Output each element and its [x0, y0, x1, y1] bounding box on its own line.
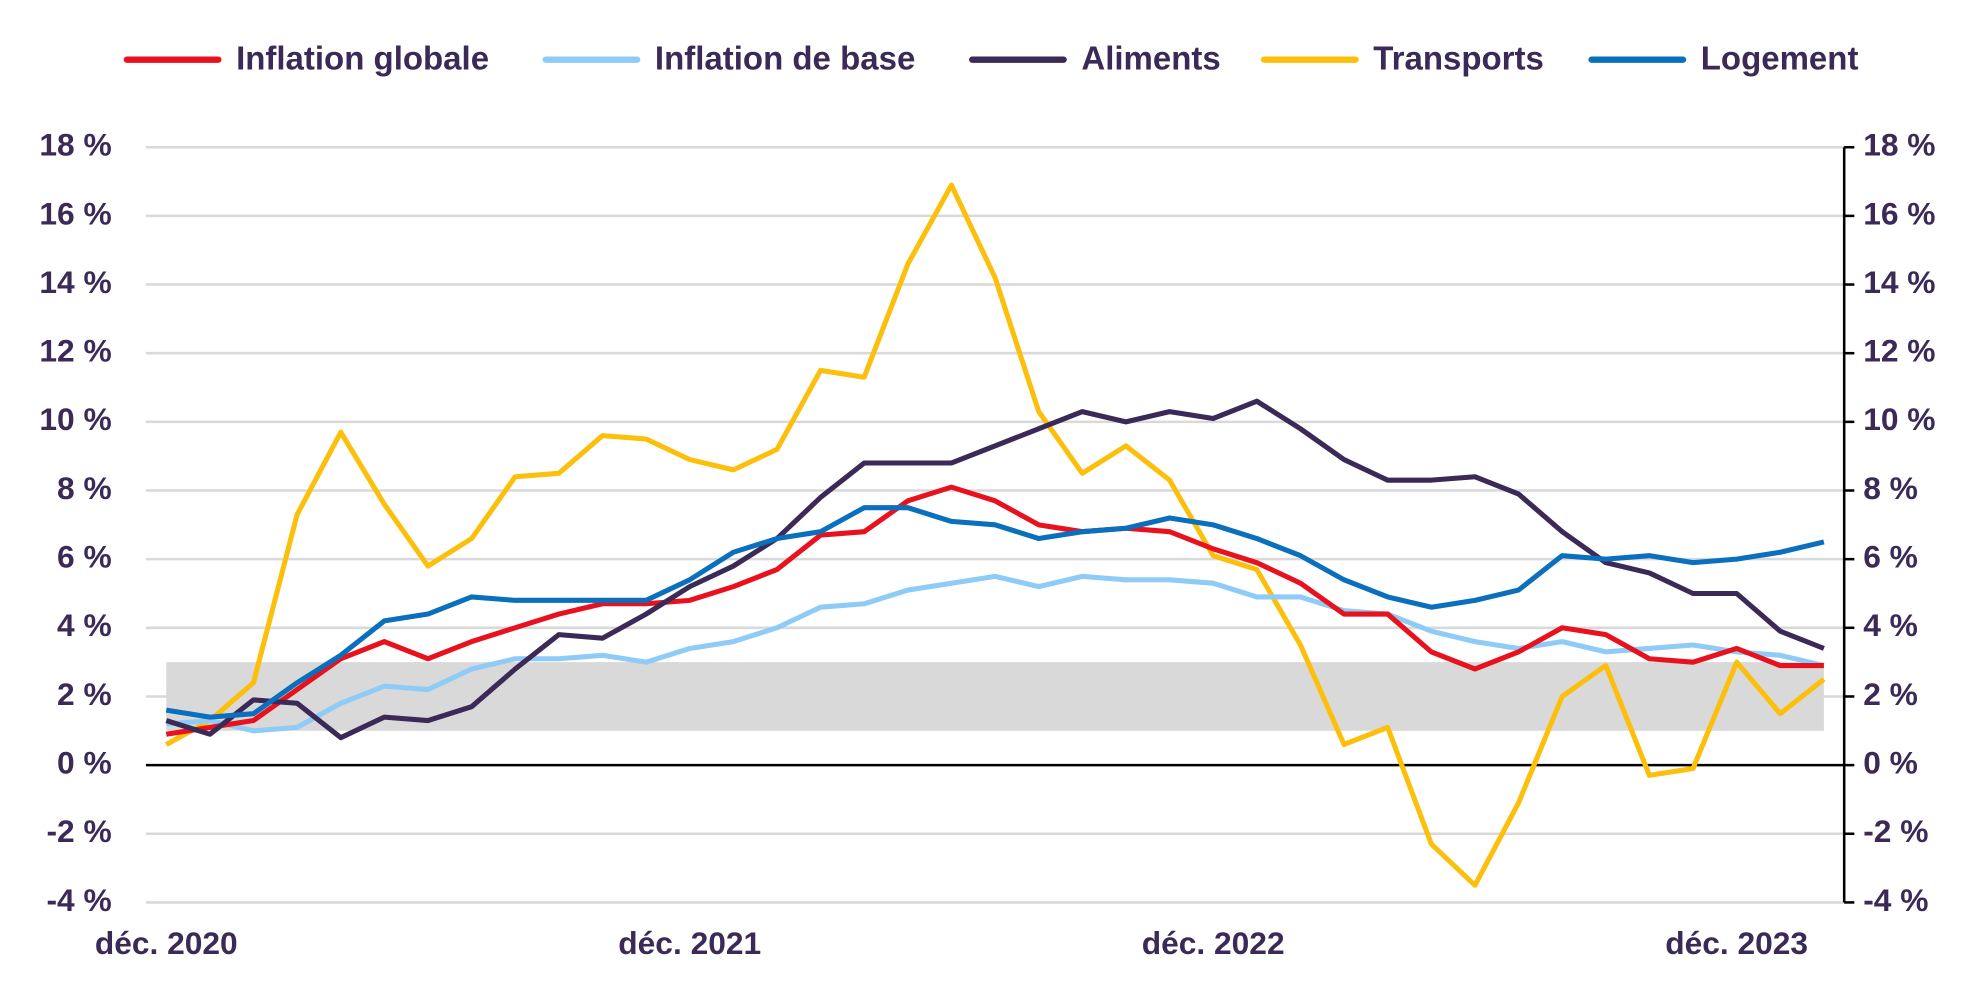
- y2-tick-label: -4 %: [1863, 882, 1928, 918]
- y-tick-label: 10 %: [39, 401, 111, 437]
- y2-tick-label: 18 %: [1863, 127, 1935, 163]
- y-tick-label: 6 %: [57, 539, 112, 575]
- legend-label: Transports: [1373, 40, 1544, 77]
- y-tick-label: 12 %: [39, 333, 111, 369]
- y-tick-label: 8 %: [57, 470, 112, 506]
- y-tick-label: -4 %: [46, 882, 111, 918]
- y2-tick-label: 12 %: [1863, 333, 1935, 369]
- y2-tick-label: 2 %: [1863, 676, 1918, 712]
- x-tick-label: déc. 2021: [618, 925, 761, 961]
- y2-tick-label: 16 %: [1863, 195, 1935, 231]
- y-tick-label: 0 %: [57, 744, 112, 780]
- series-line: [166, 573, 1825, 734]
- y2-tick-label: 6 %: [1863, 539, 1918, 575]
- legend-label: Inflation globale: [236, 40, 489, 77]
- y2-tick-label: 8 %: [1863, 470, 1918, 506]
- series-line: [165, 182, 1826, 888]
- series-line: [165, 484, 1824, 737]
- y2-tick-label: 0 %: [1863, 744, 1918, 780]
- y2-tick-label: 14 %: [1863, 264, 1935, 300]
- y-tick-label: 4 %: [57, 607, 112, 643]
- series-line: [165, 505, 1825, 720]
- y-tick-label: 18 %: [39, 127, 111, 163]
- x-tick-label: déc. 2022: [1142, 925, 1285, 961]
- x-tick-label: déc. 2023: [1665, 925, 1808, 961]
- legend-label: Inflation de base: [655, 40, 915, 77]
- x-tick-label: déc. 2020: [95, 925, 238, 961]
- y2-tick-label: 4 %: [1863, 607, 1918, 643]
- y-tick-label: -2 %: [46, 813, 111, 849]
- y2-tick-label: -2 %: [1863, 813, 1928, 849]
- series-line: [165, 398, 1825, 741]
- legend-label: Aliments: [1081, 40, 1220, 77]
- y-tick-label: 2 %: [57, 676, 112, 712]
- y-tick-label: 16 %: [39, 195, 111, 231]
- y2-tick-label: 10 %: [1863, 401, 1935, 437]
- legend-label: Logement: [1701, 40, 1859, 77]
- y-tick-label: 14 %: [39, 264, 111, 300]
